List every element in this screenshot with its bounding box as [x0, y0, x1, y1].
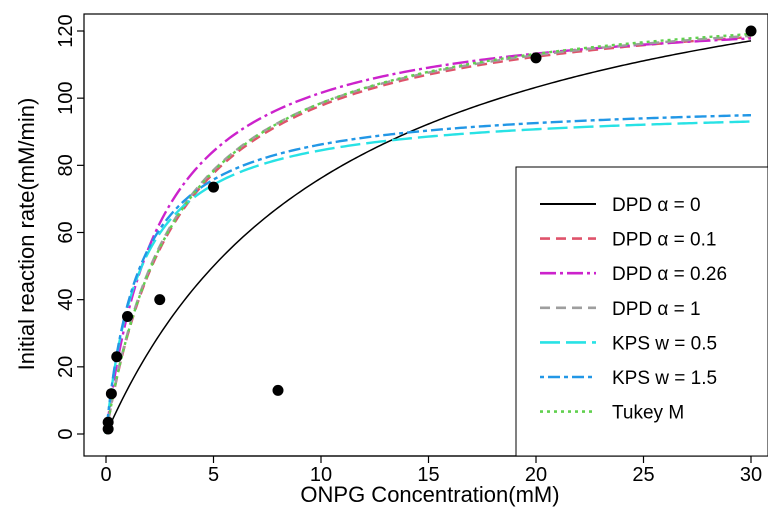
y-axis: 0 20 40 60 80 100 120	[55, 14, 84, 439]
legend-label: DPD α = 0.1	[612, 230, 716, 251]
y-tick-label: 20	[55, 356, 77, 378]
x-tick-label: 5	[208, 464, 219, 486]
data-point	[103, 417, 114, 428]
legend-label: DPD α = 1	[612, 299, 701, 320]
legend-label: DPD α = 0	[612, 195, 701, 216]
data-point	[106, 388, 117, 399]
data-point	[208, 182, 219, 193]
y-tick-label: 120	[55, 14, 77, 47]
x-axis-title: ONPG Concentration(mM)	[300, 482, 559, 507]
data-point	[122, 311, 133, 322]
data-point	[154, 294, 165, 305]
data-point	[273, 385, 284, 396]
y-tick-label: 40	[55, 289, 77, 311]
y-tick-label: 80	[55, 154, 77, 176]
legend-label: DPD α = 0.26	[612, 264, 727, 285]
y-tick-label: 100	[55, 81, 77, 114]
y-tick-label: 0	[55, 428, 77, 439]
data-point	[531, 52, 542, 63]
y-tick-label: 60	[55, 221, 77, 243]
legend-label: Tukey M	[612, 403, 684, 424]
data-point	[746, 26, 757, 37]
legend: DPD α = 0 DPD α = 0.1 DPD α = 0.26 DPD α = …	[516, 167, 768, 456]
legend-label: KPS w = 0.5	[612, 333, 717, 354]
x-tick-label: 30	[740, 464, 762, 486]
x-tick-label: 25	[632, 464, 654, 486]
x-tick-label: 0	[100, 464, 111, 486]
data-point	[111, 351, 122, 362]
legend-label: KPS w = 1.5	[612, 368, 717, 389]
y-axis-title: Initial reaction rate(mM/min)	[14, 98, 39, 371]
